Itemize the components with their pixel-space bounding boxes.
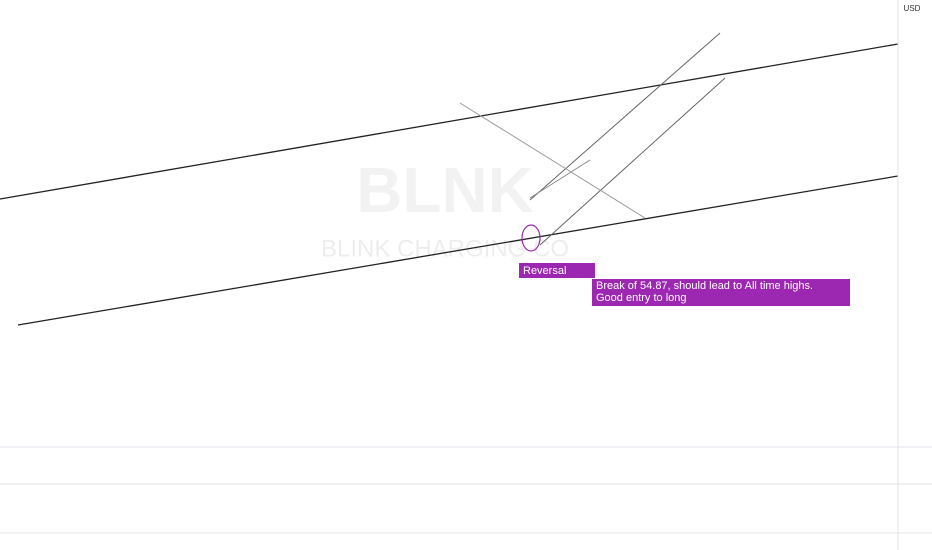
currency-label: USD xyxy=(904,4,921,13)
watermark: BLNK BLINK CHARGING CO xyxy=(321,154,569,262)
annotation-text: Break of 54.87, should lead to All time … xyxy=(596,280,813,292)
watermark-name: BLINK CHARGING CO xyxy=(321,235,569,262)
trend-line xyxy=(529,159,591,199)
annotation-box xyxy=(519,263,595,278)
channel-lower xyxy=(17,175,899,326)
axes: USD xyxy=(904,4,921,13)
annotation-box xyxy=(592,279,850,306)
trend-line xyxy=(539,77,726,246)
channel-upper xyxy=(0,43,899,200)
trend-line xyxy=(529,32,721,201)
watermark-symbol: BLNK xyxy=(356,154,534,226)
drawings xyxy=(0,32,899,326)
annotations: Reversal Break of 54.87, should lead to … xyxy=(519,263,850,306)
annotation-text: Good entry to long xyxy=(596,292,687,304)
annotation-text: Reversal xyxy=(523,265,566,277)
reversal-circle xyxy=(521,224,541,252)
trend-line xyxy=(459,102,646,219)
